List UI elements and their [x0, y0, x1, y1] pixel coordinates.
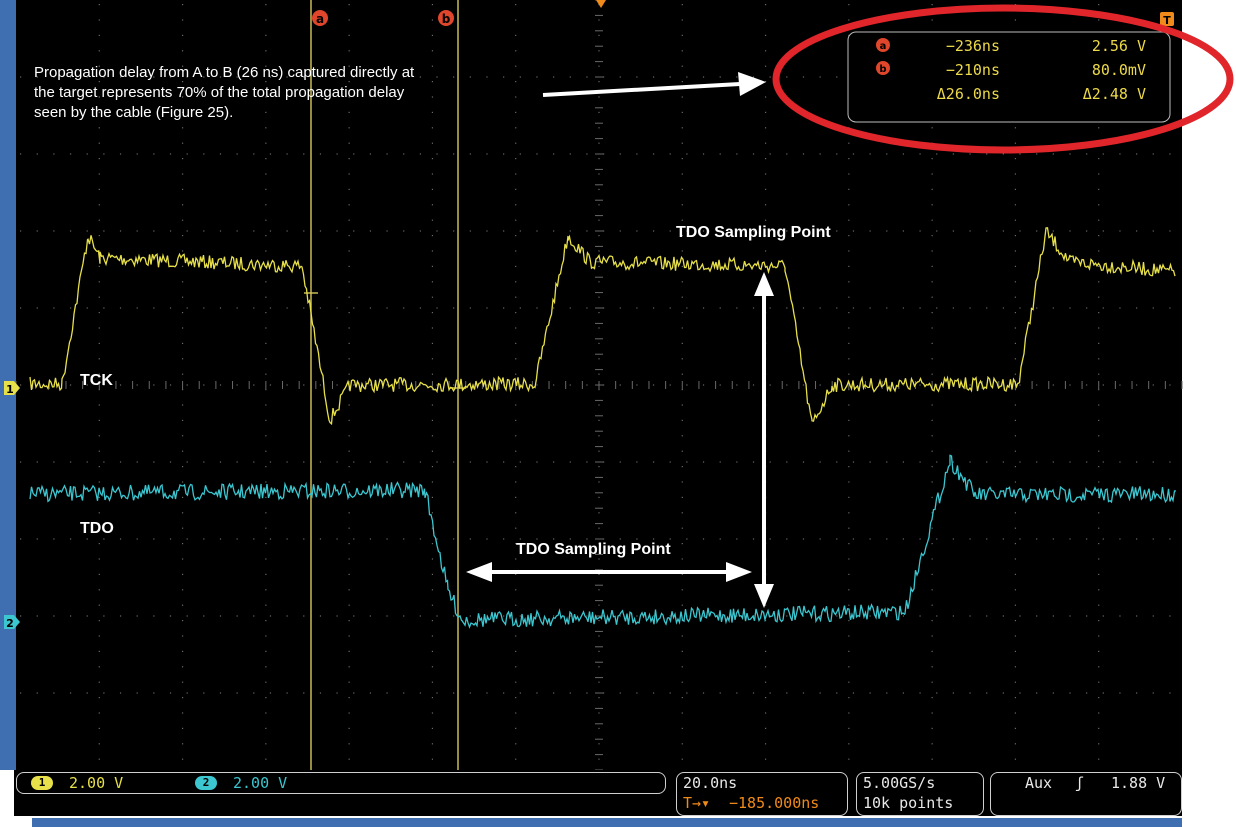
tdo-sampling-point-label-bottom: TDO Sampling Point	[516, 541, 671, 558]
tck-waveform	[29, 227, 1176, 426]
ch2-scale[interactable]: 2.00 V	[233, 774, 288, 792]
cursor-b-volt: 80.0mV	[1092, 61, 1146, 79]
ch1-ground-marker[interactable]: 1	[4, 381, 20, 396]
trigger-position-icon: T→▾	[683, 794, 711, 812]
readout-b-marker	[876, 61, 890, 75]
timebase-position: −185.000ns	[729, 794, 820, 812]
tdo-waveform	[29, 454, 1177, 629]
cursor-delta-time: Δ26.0ns	[937, 85, 1000, 103]
cursor-a-volt: 2.56 V	[1092, 37, 1146, 55]
trigger-level-marker	[1160, 12, 1174, 26]
ch1-scale-pill[interactable]: 1	[31, 776, 53, 790]
rising-edge-icon: ʃ	[1075, 774, 1085, 792]
trigger-level-marker-label: T	[1163, 14, 1171, 27]
cursor-a-marker[interactable]	[312, 10, 328, 26]
record-length: 10k points	[863, 794, 954, 812]
trigger-level: 1.88 V	[1111, 774, 1166, 792]
ch1-ground-marker-label: 1	[6, 383, 14, 396]
tdo-sampling-point-label-top: TDO Sampling Point	[676, 224, 831, 241]
readout-b-marker-label: b	[879, 64, 886, 75]
ch2-scale-pill[interactable]: 2	[195, 776, 217, 790]
ch1-scale[interactable]: 2.00 V	[69, 774, 124, 792]
sample-rate: 5.00GS/s	[863, 774, 936, 792]
ch2-ground-marker-label: 2	[6, 617, 14, 630]
channel-scales-box[interactable]: 1 2.00 V 2 2.00 V	[16, 772, 666, 794]
cursor-delta-volt: Δ2.48 V	[1083, 85, 1146, 103]
tck-label: TCK	[80, 372, 113, 389]
horizontal-double-arrow	[466, 562, 752, 582]
readout-a-marker	[876, 38, 890, 52]
trigger-source: Aux	[1025, 774, 1053, 792]
cursor-b-marker[interactable]	[438, 10, 454, 26]
annotation-arrow-to-readout	[542, 72, 766, 97]
highlight-ellipse	[772, 4, 1234, 154]
cursor-readout-panel: a b −236ns 2.56 V −210ns 80.0mV Δ26.0ns …	[847, 31, 1171, 123]
trigger-box[interactable]: Aux ʃ 1.88 V	[990, 772, 1182, 816]
status-bar: 1 2.00 V 2 2.00 V 20.0ns T→▾ −185.000ns …	[14, 770, 1182, 816]
timebase-scale: 20.0ns	[683, 774, 738, 792]
cursor-b-marker-label: b	[442, 12, 451, 26]
menu-tab-strip	[32, 818, 1182, 827]
cursor-a-time: −236ns	[946, 37, 1000, 55]
trigger-position-marker	[596, 0, 606, 8]
readout-a-marker-label: a	[880, 41, 887, 52]
cursor-a-marker-label: a	[316, 12, 324, 26]
propagation-delay-annotation: Propagation delay from A to B (26 ns) ca…	[34, 64, 415, 121]
cursor-b-time: −210ns	[946, 61, 1000, 79]
ch2-ground-marker[interactable]: 2	[4, 615, 20, 630]
tdo-label: TDO	[80, 520, 114, 537]
acquisition-box[interactable]: 5.00GS/s 10k points	[856, 772, 984, 816]
timebase-box[interactable]: 20.0ns T→▾ −185.000ns	[676, 772, 848, 816]
vertical-double-arrow	[754, 272, 774, 608]
